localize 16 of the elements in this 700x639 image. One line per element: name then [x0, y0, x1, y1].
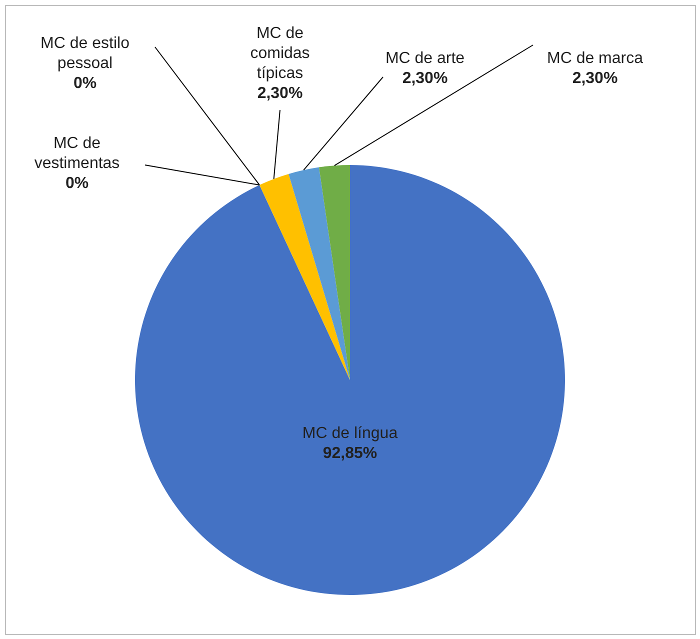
data-label: 2,30% — [257, 85, 303, 102]
category-label: MC de vestimentas — [34, 135, 120, 172]
slice-label: MC de marca — [546, 50, 644, 67]
pie-slice — [135, 165, 565, 595]
slice-label: MC de arte — [385, 50, 465, 67]
text: 0% — [73, 75, 97, 92]
slice-label: MC de comidas típicas — [250, 25, 310, 82]
slice-label: MC de língua — [302, 425, 398, 442]
category-label: MC de estilo pessoal — [40, 35, 130, 72]
pie-slice — [288, 167, 350, 380]
pie-slice — [318, 165, 350, 380]
data-label: 92,85% — [322, 445, 378, 462]
pie-slice — [259, 174, 350, 380]
data-label: 2,30% — [402, 70, 448, 87]
data-label: 2,30% — [572, 70, 618, 87]
text: 0% — [65, 175, 89, 192]
